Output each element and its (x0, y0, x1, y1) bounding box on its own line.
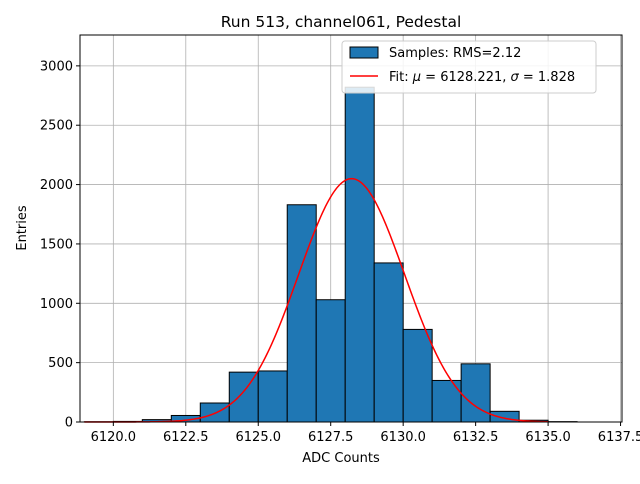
x-tick-label: 6127.5 (308, 430, 354, 445)
histogram-bar (374, 263, 403, 422)
y-axis-label: Entries (15, 205, 30, 251)
histogram-bar (258, 371, 287, 422)
legend-fit-label: Fit: μ = 6128.221, σ = 1.828 (389, 70, 575, 85)
y-tick-label: 1500 (40, 237, 73, 252)
x-tick-label: 6130.0 (380, 430, 426, 445)
histogram-bar (432, 380, 461, 422)
legend-histogram-label: Samples: RMS=2.12 (389, 46, 521, 61)
histogram-bar (345, 87, 374, 422)
x-tick-label: 6135.0 (525, 430, 571, 445)
histogram-bar (316, 300, 345, 422)
y-tick-label: 2500 (40, 119, 73, 134)
x-tick-label: 6120.0 (91, 430, 137, 445)
histogram-bar (229, 372, 258, 422)
y-tick-label: 0 (65, 416, 73, 431)
legend-mu-symbol: μ (412, 70, 421, 85)
histogram-bar (200, 403, 229, 422)
x-tick-label: 6125.0 (236, 430, 282, 445)
legend: Samples: RMS=2.12 Fit: μ = 6128.221, σ =… (342, 41, 596, 93)
x-tick-label: 6122.5 (163, 430, 209, 445)
chart-title: Run 513, channel061, Pedestal (221, 13, 462, 31)
legend-fit-prefix: Fit: (389, 70, 413, 85)
x-axis-label: ADC Counts (302, 451, 380, 466)
x-tick-label: 6137.5 (598, 430, 640, 445)
y-tick-label: 2000 (40, 178, 73, 193)
y-tick-label: 500 (48, 356, 73, 371)
legend-mu-value: = 6128.221, (421, 70, 510, 85)
legend-histogram-swatch (350, 47, 378, 58)
histogram-bar (461, 364, 490, 422)
y-tick-label: 3000 (40, 59, 73, 74)
x-tick-label: 6132.5 (453, 430, 499, 445)
histogram-bar (403, 329, 432, 422)
y-tick-label: 1000 (40, 297, 73, 312)
legend-sigma-value: = 1.828 (519, 70, 575, 85)
